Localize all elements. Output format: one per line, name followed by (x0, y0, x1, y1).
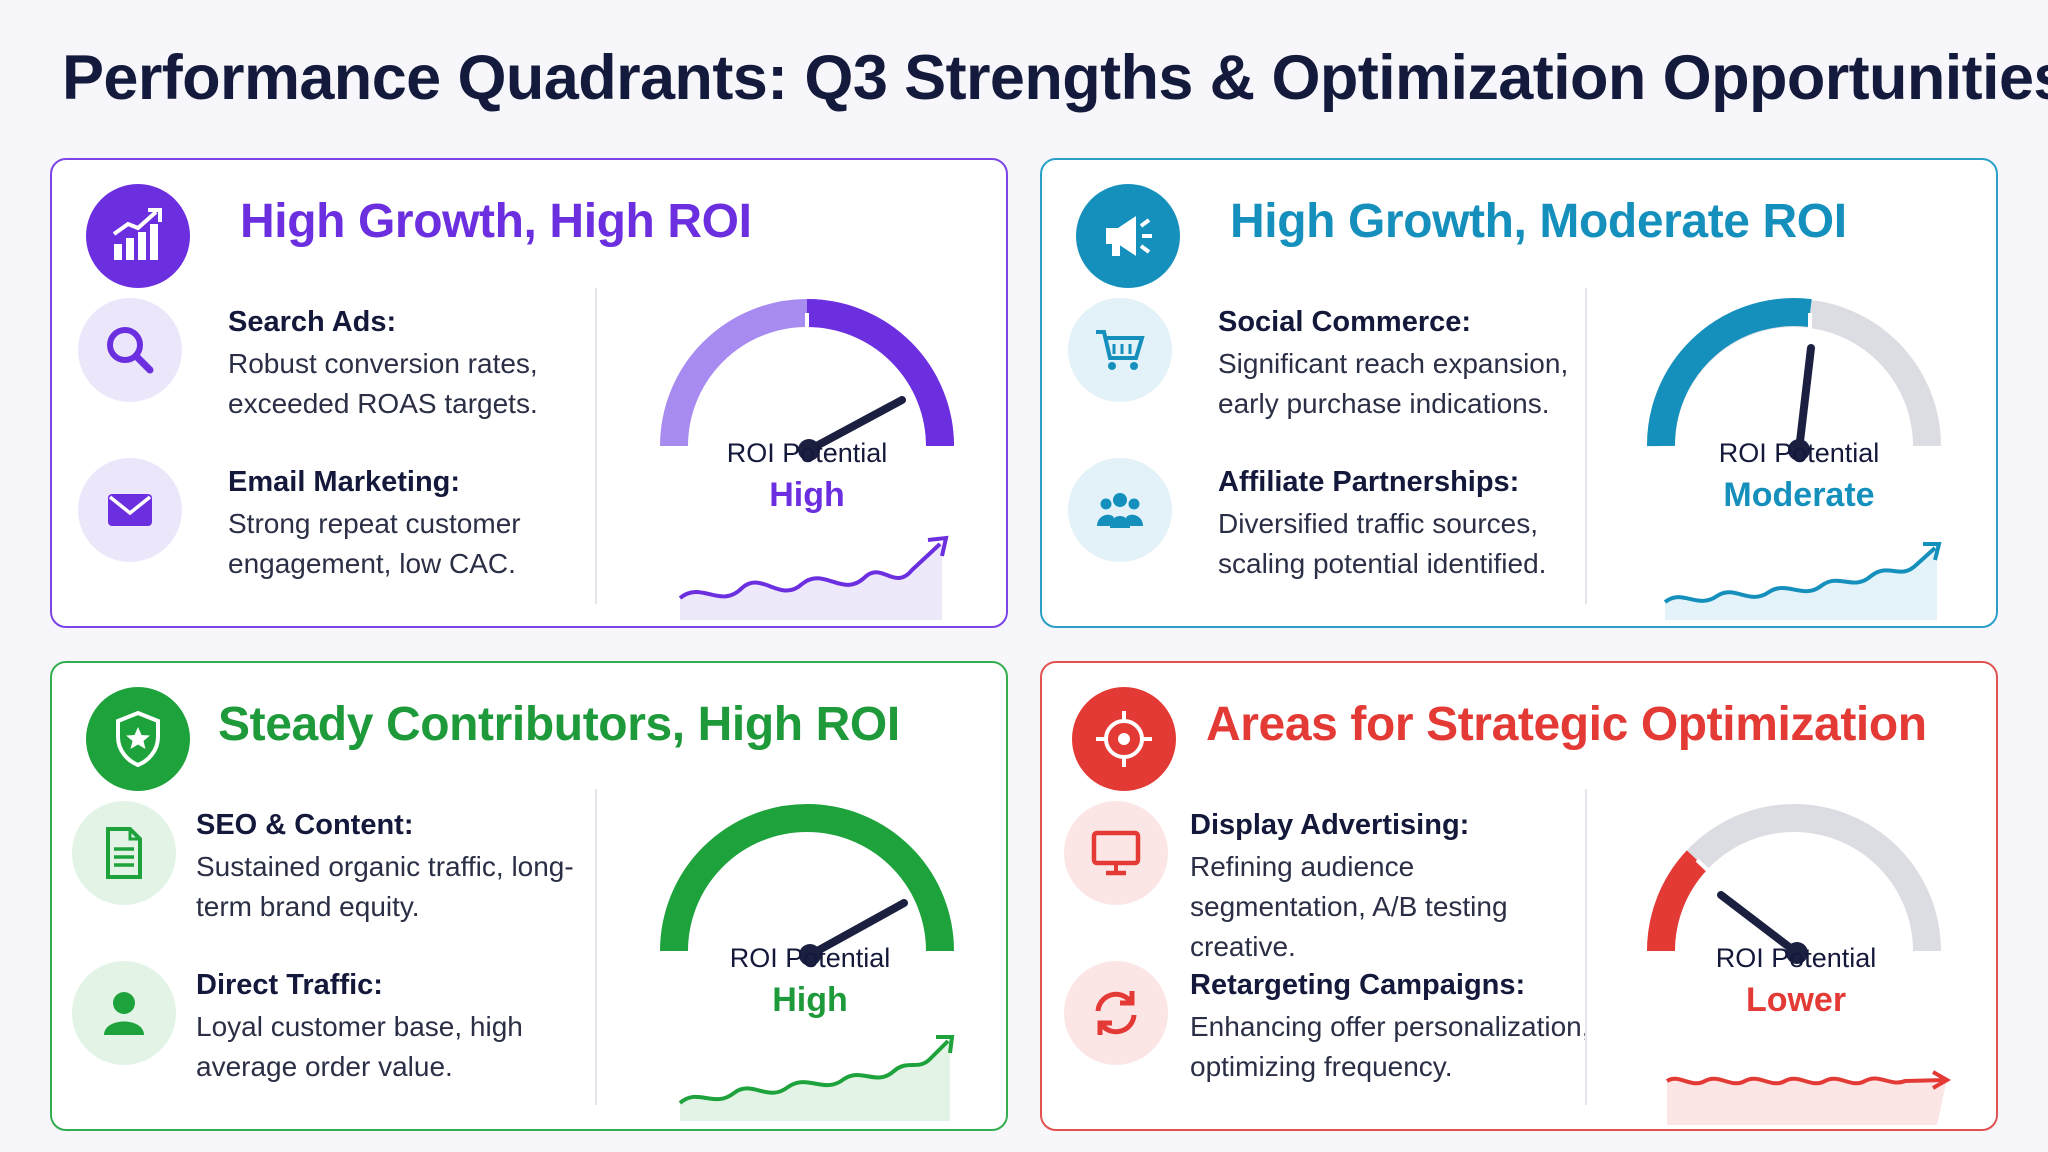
roi-label: ROI Potential (726, 438, 888, 468)
quadrant-title: High Growth, Moderate ROI (1230, 195, 1847, 248)
roi-gauge: ROI Potential Moderate (1599, 280, 1989, 620)
roi-value: High (772, 981, 848, 1019)
magnifier-icon (78, 298, 182, 402)
trend-line (678, 1039, 950, 1105)
item-description: Loyal customer base, high average order … (196, 1011, 523, 1082)
item-title: Email Marketing: (228, 466, 461, 498)
quadrant-title: High Growth, High ROI (240, 195, 752, 248)
roi-value: High (769, 476, 845, 514)
list-item: Affiliate Partnerships: Diversified traf… (1068, 458, 1588, 579)
item-title: SEO & Content: (196, 809, 414, 841)
gauge-hub (1788, 439, 1810, 461)
gauge-needle (806, 899, 908, 959)
gauge-needle (1795, 344, 1815, 454)
list-item: Social Commerce: Significant reach expan… (1068, 298, 1588, 419)
monitor-icon (1064, 801, 1168, 905)
item-title: Direct Traffic: (196, 969, 383, 1001)
gauge-fill (806, 299, 954, 447)
list-item: Retargeting Campaigns: Enhancing offer p… (1064, 961, 1590, 1082)
person-icon (72, 961, 176, 1065)
item-title: Retargeting Campaigns: (1190, 969, 1526, 1001)
shopping-cart-icon (1068, 298, 1172, 402)
quadrant-high-growth-moderate-roi: High Growth, Moderate ROI Social Commerc… (1040, 158, 1998, 628)
trend-line (1665, 1076, 1946, 1086)
roi-label: ROI Potential (1715, 943, 1877, 973)
roi-gauge: ROI Potential High (612, 785, 1002, 1125)
trend-area (680, 1039, 950, 1121)
trend-line (678, 542, 942, 600)
quadrant-high-growth-high-roi: High Growth, High ROI Search Ads: Robust… (50, 158, 1008, 628)
list-item: Search Ads: Robust conversion rates, exc… (78, 298, 598, 419)
roi-label: ROI Potential (729, 943, 891, 973)
document-icon (72, 801, 176, 905)
item-title: Display Advertising: (1190, 809, 1470, 841)
quadrant-title: Areas for Strategic Optimization (1206, 698, 1927, 751)
target-icon (1072, 687, 1176, 791)
divider (1585, 288, 1587, 604)
bar-chart-growth-icon (86, 184, 190, 288)
roi-value: Lower (1745, 981, 1847, 1019)
trend-area (1665, 546, 1937, 620)
item-title: Search Ads: (228, 306, 397, 338)
list-item: SEO & Content: Sustained organic traffic… (72, 801, 592, 922)
gauge-fill (1646, 298, 1812, 447)
gauge-needle (805, 396, 906, 454)
trend-arrowhead (927, 535, 949, 557)
trend-arrowhead (936, 1035, 955, 1054)
item-description: Enhancing offer personalization, optimiz… (1190, 1011, 1590, 1082)
item-description: Sustained organic traffic, long-term bra… (196, 851, 574, 922)
gauge-hub (799, 944, 821, 966)
divider (595, 288, 597, 604)
quadrant-strategic-optimization: Areas for Strategic Optimization Display… (1040, 661, 1998, 1131)
item-description: Robust conversion rates, exceeded ROAS t… (228, 348, 538, 419)
gauge-track (660, 804, 954, 952)
refresh-arrows-icon (1064, 961, 1168, 1065)
gauge-hub (1786, 942, 1808, 964)
item-description: Refining audience segmentation, A/B test… (1190, 851, 1508, 962)
page-title: Performance Quadrants: Q3 Strengths & Op… (62, 43, 2048, 113)
list-item: Display Advertising: Refining audience s… (1064, 801, 1584, 962)
item-title: Affiliate Partnerships: (1218, 466, 1520, 498)
item-title: Social Commerce: (1218, 306, 1472, 338)
item-description: Diversified traffic sources, scaling pot… (1218, 508, 1547, 579)
envelope-icon (78, 458, 182, 562)
gauge-needle (1717, 891, 1801, 957)
divider (595, 789, 597, 1105)
trend-arrowhead (1923, 542, 1942, 561)
gauge-hub (798, 439, 820, 461)
trend-arrowhead (1932, 1070, 1952, 1090)
trend-line (1663, 546, 1937, 604)
item-description: Strong repeat customer engagement, low C… (228, 508, 521, 579)
gauge-fill (1647, 850, 1708, 952)
quadrant-steady-contributors-high-roi: Steady Contributors, High ROI SEO & Cont… (50, 661, 1008, 1131)
roi-value: Moderate (1723, 476, 1875, 514)
gauge-track (1647, 804, 1941, 952)
list-item: Email Marketing: Strong repeat customer … (78, 458, 598, 579)
shield-star-icon (86, 687, 190, 791)
roi-gauge: ROI Potential Lower (1599, 785, 1989, 1125)
item-description: Significant reach expansion, early purch… (1218, 348, 1569, 419)
roi-gauge: ROI Potential High (612, 280, 1002, 620)
list-item: Direct Traffic: Loyal customer base, hig… (72, 961, 592, 1082)
roi-label: ROI Potential (1718, 438, 1880, 468)
megaphone-icon (1076, 184, 1180, 288)
quadrant-title: Steady Contributors, High ROI (218, 698, 900, 751)
people-group-icon (1068, 458, 1172, 562)
trend-area (1667, 1078, 1947, 1125)
divider (1585, 789, 1587, 1105)
